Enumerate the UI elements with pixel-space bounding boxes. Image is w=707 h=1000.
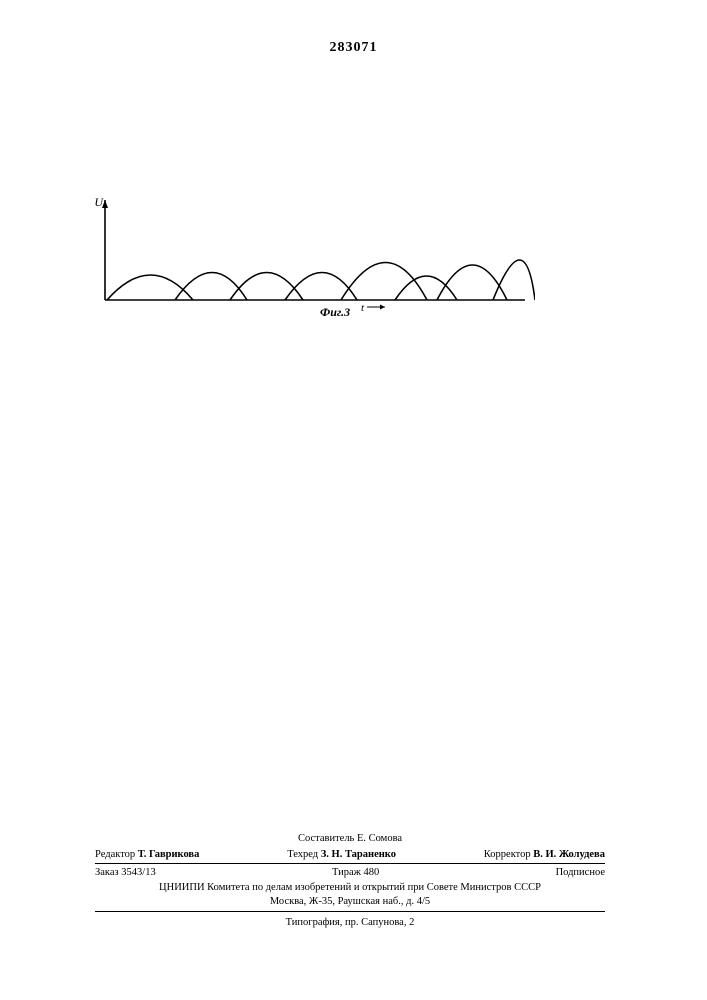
compiler-line: Составитель Е. Сомова	[95, 832, 605, 846]
credits-row: Редактор Т. Гаврикова Техред З. Н. Таран…	[95, 848, 605, 864]
svg-text:U: U	[95, 195, 104, 209]
corrector-name: В. И. Жолудева	[533, 849, 605, 860]
techred-name: З. Н. Тараненко	[321, 849, 396, 860]
techred-cell: Техред З. Н. Тараненко	[287, 848, 396, 862]
footer-block: Составитель Е. Сомова Редактор Т. Гаврик…	[95, 832, 605, 930]
figure-caption: Фиг.3	[320, 305, 350, 320]
corrector-cell: Корректор В. И. Жолудева	[484, 848, 605, 862]
page-number: 283071	[0, 40, 707, 56]
subscription: Подписное	[556, 866, 605, 880]
waveform-figure: Ut	[95, 190, 535, 320]
institute-line: ЦНИИПИ Комитета по делам изобретений и о…	[95, 881, 605, 895]
editor-cell: Редактор Т. Гаврикова	[95, 848, 199, 862]
typography-line: Типография, пр. Сапунова, 2	[95, 916, 605, 930]
order-number: Заказ 3543/13	[95, 866, 156, 880]
svg-text:t: t	[361, 302, 365, 314]
techred-label: Техред	[287, 849, 318, 860]
editor-name: Т. Гаврикова	[138, 849, 200, 860]
tirazh: Тираж 480	[332, 866, 379, 880]
editor-label: Редактор	[95, 849, 135, 860]
address-line: Москва, Ж-35, Раушская наб., д. 4/5	[95, 895, 605, 912]
corrector-label: Корректор	[484, 849, 531, 860]
order-row: Заказ 3543/13 Тираж 480 Подписное	[95, 866, 605, 880]
